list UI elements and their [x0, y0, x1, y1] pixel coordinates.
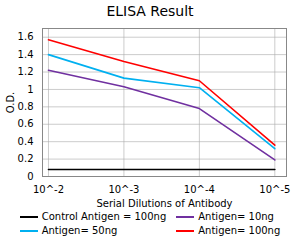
svg-text:0: 0	[27, 171, 33, 182]
svg-text:10^-4: 10^-4	[184, 184, 215, 195]
svg-text:O.D.: O.D.	[5, 92, 16, 114]
html-text:Control Antigen = 100ng: Control Antigen = 100ng	[41, 211, 167, 222]
html-text:ELISA Result: ELISA Result	[106, 3, 194, 19]
svg-text:0.4: 0.4	[18, 136, 34, 147]
svg-text:1.4: 1.4	[18, 49, 34, 60]
html-text:Antigen= 100ng: Antigen= 100ng	[198, 225, 281, 236]
svg-text:10^-3: 10^-3	[108, 184, 139, 195]
svg-text:0.6: 0.6	[18, 118, 34, 129]
svg-text:10^-2: 10^-2	[33, 184, 64, 195]
html-text:Antigen= 50ng: Antigen= 50ng	[41, 225, 118, 236]
svg-text:0.2: 0.2	[18, 153, 34, 164]
svg-text:1: 1	[27, 84, 33, 95]
svg-text:10^-5: 10^-5	[259, 184, 290, 195]
svg-text:1.6: 1.6	[18, 31, 34, 42]
svg-text:1.2: 1.2	[18, 66, 34, 77]
svg-text:Serial Dilutions of Antibody: Serial Dilutions of Antibody	[96, 198, 232, 209]
svg-text:0.8: 0.8	[18, 101, 34, 112]
html-text:Antigen= 10ng: Antigen= 10ng	[198, 211, 274, 222]
